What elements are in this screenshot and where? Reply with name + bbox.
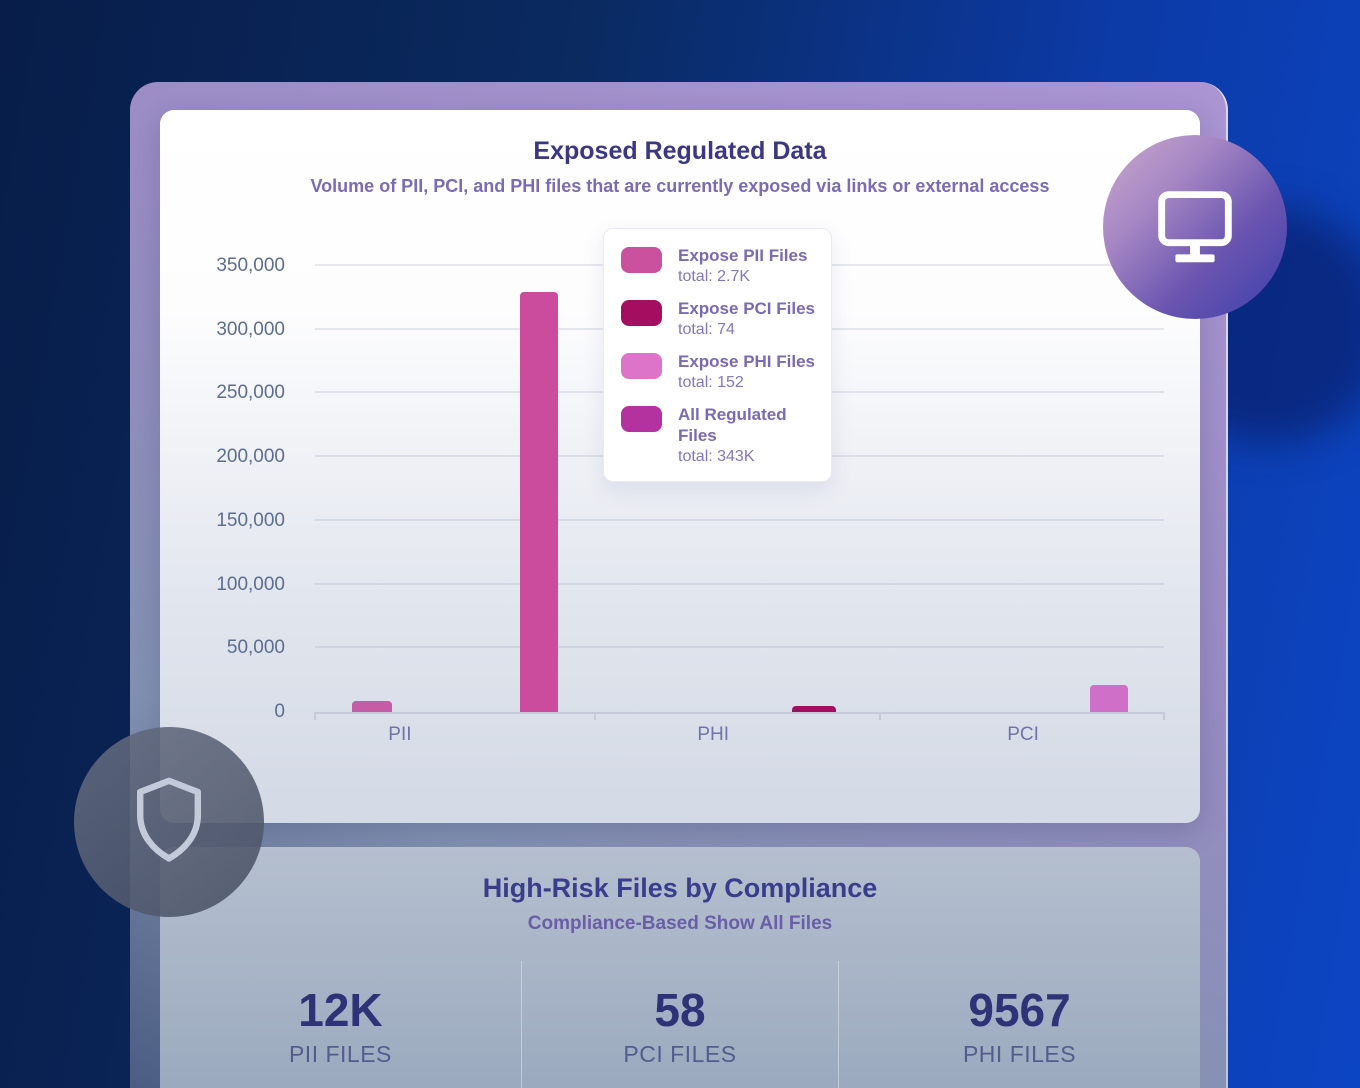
legend-item-label: Expose PHI Files: [678, 352, 815, 371]
legend-item-total: total: 343K: [678, 448, 755, 465]
risk-card-subtitle: Compliance-Based Show All Files: [527, 913, 833, 934]
chart-title: Exposed Regulated Data: [533, 137, 827, 165]
legend-item-all-regulated-files[interactable]: All Regulated Files total: 343K: [621, 404, 819, 467]
legend-item-texts: Expose PHI Files total: 152: [678, 351, 815, 393]
y-tick-label: 50,000: [226, 637, 285, 659]
dashboard-frame: Exposed Regulated Data Volume of PII, PC…: [130, 82, 1228, 1088]
x-category-label-pci: PCI: [1007, 724, 1039, 745]
x-axis-tick: [314, 712, 316, 720]
legend-swatch: [621, 406, 662, 432]
y-tick-label: 350,000: [216, 255, 285, 276]
y-tick-label: 300,000: [216, 318, 285, 340]
legend-item-total: total: 2.7K: [678, 268, 751, 285]
chart-subtitle: Volume of PII, PCI, and PHI files that a…: [310, 176, 1050, 196]
exposed-data-chart-card: Exposed Regulated Data Volume of PII, PC…: [160, 110, 1200, 823]
legend-item-total: total: 74: [678, 321, 735, 338]
legend-swatch: [621, 300, 662, 326]
risk-card-title: High-Risk Files by Compliance: [482, 873, 878, 903]
stat-value: 12K: [298, 984, 383, 1036]
bar-phi-expose-pci-files: [792, 705, 837, 712]
bar-pii-all-regulated-files: [519, 291, 558, 712]
gridline: [315, 582, 1164, 585]
legend-swatch: [621, 247, 662, 273]
gridline: [315, 646, 1164, 649]
compliance-stats-row: 12K PII FILES 58 PCI FILES 9567 PHI FILES: [160, 961, 1200, 1088]
stat-item-pii-files: 12K PII FILES: [160, 961, 521, 1088]
legend-item-total: total: 152: [678, 374, 744, 391]
y-tick-label: 100,000: [216, 573, 285, 595]
shield-badge: [74, 727, 264, 917]
legend-swatch: [621, 353, 662, 379]
shield-icon: [129, 770, 209, 875]
x-axis-tick: [594, 712, 597, 720]
legend-item-label: All Regulated Files: [678, 405, 787, 445]
gridline: [315, 518, 1164, 521]
x-axis-line: [315, 712, 1164, 714]
legend-item-texts: All Regulated Files total: 343K: [678, 404, 819, 467]
y-tick-label: 150,000: [216, 509, 285, 531]
monitor-badge: [1103, 135, 1287, 319]
legend-item-expose-pci-files[interactable]: Expose PCI Files total: 74: [621, 298, 819, 340]
high-risk-card: High-Risk Files by Compliance Compliance…: [160, 847, 1200, 1088]
x-axis-tick: [1163, 712, 1165, 720]
x-category-label-phi: PHI: [697, 724, 730, 745]
legend-item-texts: Expose PII Files total: 2.7K: [678, 245, 807, 287]
bar-pci-expose-phi-files: [1090, 685, 1129, 712]
legend-item-expose-phi-files[interactable]: Expose PHI Files total: 152: [621, 351, 819, 393]
stat-item-phi-files: 9567 PHI FILES: [839, 961, 1200, 1088]
stat-label: PCI FILES: [623, 1041, 737, 1067]
stat-value: 58: [654, 984, 706, 1036]
legend-item-expose-pii-files[interactable]: Expose PII Files total: 2.7K: [621, 245, 819, 287]
x-category-label-pii: PII: [388, 724, 412, 745]
chart-legend: Expose PII Files total: 2.7K Expose PCI Fi…: [603, 228, 832, 482]
legend-item-texts: Expose PCI Files total: 74: [678, 298, 815, 340]
legend-item-label: Expose PII Files: [678, 246, 808, 265]
stat-item-pci-files: 58 PCI FILES: [520, 961, 840, 1088]
y-tick-label: 250,000: [216, 382, 285, 404]
legend-item-label: Expose PCI Files: [678, 299, 815, 318]
x-axis-tick: [878, 712, 881, 720]
y-tick-label: 200,000: [216, 446, 285, 468]
monitor-icon: [1146, 176, 1244, 279]
y-tick-label: 0: [274, 701, 285, 722]
stat-value: 9567: [968, 984, 1071, 1036]
stat-label: PHI FILES: [962, 1041, 1077, 1067]
bar-pii-expose-pii-files: [352, 700, 393, 712]
stat-label: PII FILES: [288, 1041, 392, 1067]
